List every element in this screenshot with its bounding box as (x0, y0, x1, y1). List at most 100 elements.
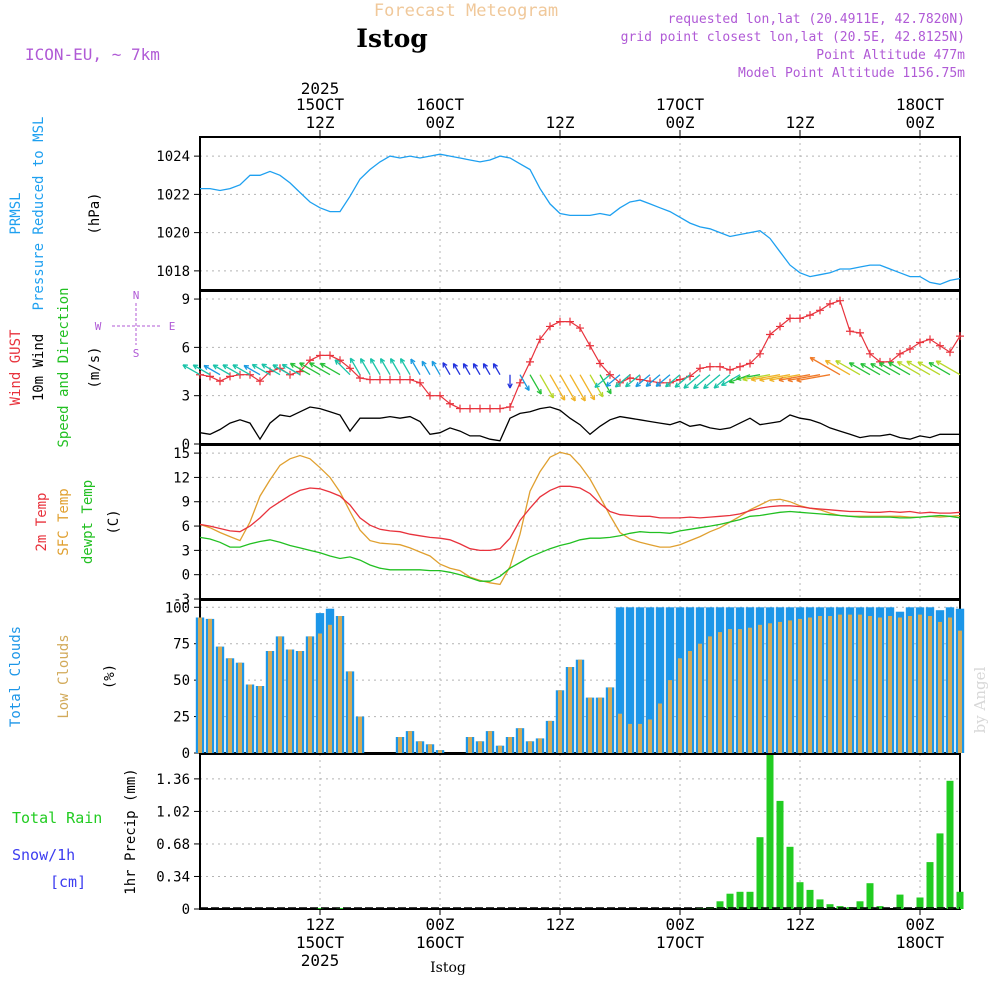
wind-direction-arrow (674, 374, 691, 388)
gust-marker (436, 391, 444, 400)
wind-direction-arrow (693, 374, 711, 390)
low-cloud-bar (928, 616, 932, 753)
wind-direction-arrow (759, 374, 791, 383)
wind-direction-arrow (299, 362, 321, 376)
gust-marker (786, 314, 794, 323)
bottom-time-label: 2025 (301, 951, 340, 970)
wind-direction-arrow (559, 374, 576, 402)
rain-bar (806, 889, 814, 909)
gust-marker (456, 404, 464, 413)
low-cloud-bar (698, 643, 702, 753)
gust-marker (596, 359, 604, 368)
total-cloud-bar (625, 607, 635, 753)
precip-title-snow: Snow/1h (12, 846, 75, 864)
wind-direction-arrow (539, 374, 555, 399)
low-cloud-bar (518, 728, 522, 753)
rain-bar (866, 883, 874, 909)
precip-title-rain: Total Rain (12, 809, 102, 827)
low-cloud-bar (778, 621, 782, 753)
gust-marker (806, 311, 814, 320)
wind-direction-arrow (655, 374, 671, 388)
gust-marker (536, 335, 544, 344)
wind-direction-arrow (232, 364, 251, 376)
wind-direction-arrow (442, 362, 451, 376)
gust-marker (576, 324, 584, 333)
low-cloud-bar (478, 741, 482, 753)
top-time-label: 15OCT (296, 95, 345, 114)
gust-marker (236, 370, 244, 379)
wind-direction-arrow (713, 374, 731, 389)
rain-bar (766, 755, 774, 909)
y-tick-label: 1022 (156, 187, 190, 203)
gust-marker (326, 351, 334, 360)
panel-title-line: 2m Temp (34, 492, 50, 551)
low-cloud-bar (528, 741, 532, 753)
panel-title-line: PRMSL (8, 192, 24, 234)
gust-marker (316, 351, 324, 360)
low-cloud-bar (228, 658, 232, 753)
model-label: ICON-EU, ~ 7km (25, 45, 160, 64)
panel-frame (199, 444, 961, 600)
bottom-time-label: 17OCT (656, 933, 705, 952)
bottom-time-label: 15OCT (296, 933, 345, 952)
wind-direction-arrow (482, 362, 491, 376)
bottom-time-label: 12Z (546, 915, 575, 934)
rain-bar (956, 891, 964, 909)
gust-marker (496, 404, 504, 413)
top-time-label: 17OCT (656, 95, 705, 114)
low-cloud-bar (898, 617, 902, 753)
gust-marker (426, 391, 434, 400)
low-cloud-bar (328, 624, 332, 753)
rain-bar (756, 837, 764, 909)
gust-marker (486, 404, 494, 413)
wind-direction-arrow (289, 362, 311, 376)
gust-marker (726, 365, 734, 374)
y-tick-label: 75 (173, 637, 190, 653)
low-cloud-bar (948, 617, 952, 753)
panel-title-line: Speed and Direction (56, 287, 72, 447)
gust-marker (386, 375, 394, 384)
credit-watermark: by Angel (971, 666, 989, 733)
low-cloud-bar (608, 687, 612, 753)
bottom-time-label: 00Z (906, 915, 935, 934)
wind-direction-arrow (809, 356, 841, 376)
gust-marker (546, 322, 554, 331)
bottom-time-label: 16OCT (416, 933, 465, 952)
wind-direction-arrow (421, 360, 431, 376)
low-cloud-bar (538, 738, 542, 753)
low-cloud-bar (748, 627, 752, 753)
gust-marker (836, 296, 844, 305)
low-cloud-bar (718, 632, 722, 753)
wind-direction-arrow (389, 357, 401, 376)
gust-marker (526, 357, 534, 366)
wind-direction-arrow (796, 374, 831, 383)
top-time-label: 12Z (546, 113, 575, 132)
top-time-label: 2025 (301, 79, 340, 98)
panel-frame (199, 290, 961, 445)
wind-direction-arrow (835, 360, 861, 376)
gust-marker (516, 378, 524, 387)
gust-marker (766, 330, 774, 339)
gust-marker (406, 375, 414, 384)
bottom-time-label: 12Z (786, 915, 815, 934)
y-tick-label: -3 (173, 592, 190, 608)
clouds-titles: Total Clouds Low Clouds (%) (8, 626, 118, 727)
wind-speed-line (199, 406, 960, 442)
gust-marker (796, 314, 804, 323)
low-cloud-bar (588, 697, 592, 753)
gust-marker (846, 327, 854, 336)
gust-marker (366, 375, 374, 384)
wind-direction-arrow (349, 357, 361, 376)
wind-direction-arrow (309, 362, 331, 376)
low-cloud-bar (628, 723, 632, 753)
y-tick-label: 9 (182, 495, 190, 511)
gust-marker (776, 322, 784, 331)
rain-bar (776, 800, 784, 909)
low-cloud-bar (908, 616, 912, 753)
low-cloud-bar (958, 630, 962, 753)
panel-title-line: SFC Temp (56, 488, 72, 555)
low-cloud-bar (248, 684, 252, 753)
low-cloud-bar (468, 737, 472, 753)
low-cloud-bar (788, 620, 792, 753)
